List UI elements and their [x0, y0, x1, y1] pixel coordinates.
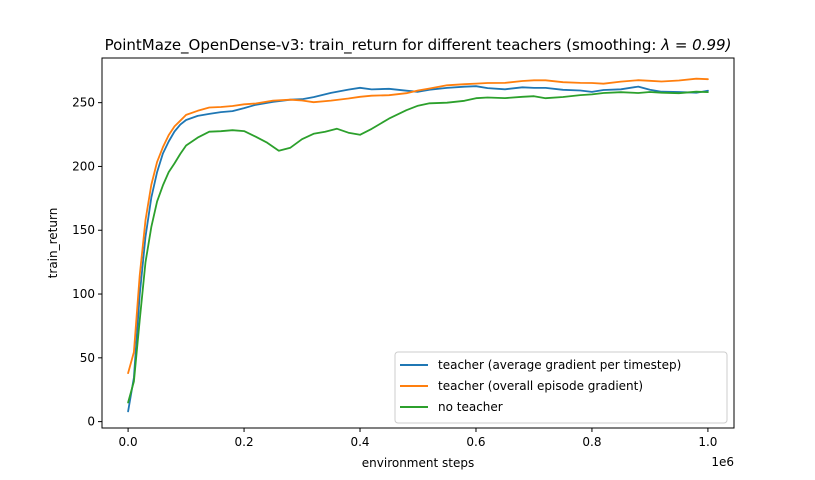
- x-tick-label: 0.8: [582, 435, 601, 449]
- legend: teacher (average gradient per timestep) t…: [394, 351, 728, 424]
- series-line: [127, 77, 709, 374]
- series-line: [127, 85, 709, 413]
- legend-items: teacher (average gradient per timestep) t…: [400, 358, 681, 414]
- series-lines: [127, 77, 709, 413]
- legend-box: [394, 351, 728, 424]
- legend-label: teacher (average gradient per timestep): [438, 358, 681, 372]
- x-tick-label: 0.4: [350, 435, 369, 449]
- legend-label: no teacher: [438, 400, 503, 414]
- legend-label: teacher (overall episode gradient): [438, 379, 643, 393]
- y-tick-label: 250: [72, 96, 95, 110]
- x-axis: 0.0 0.2 0.4 0.6 0.8 1.0: [119, 428, 717, 449]
- chart-title: PointMaze_OpenDense-v3: train_return for…: [105, 36, 732, 55]
- y-tick-label: 50: [80, 351, 95, 365]
- x-tick-label: 0.2: [235, 435, 254, 449]
- y-tick-label: 100: [72, 287, 95, 301]
- series-line: [127, 90, 709, 404]
- x-axis-multiplier: 1e6: [711, 455, 734, 469]
- x-tick-label: 0.0: [119, 435, 138, 449]
- x-tick-label: 0.6: [466, 435, 485, 449]
- y-tick-label: 200: [72, 159, 95, 173]
- chart-title-math: λ = 0.99): [660, 36, 731, 54]
- y-tick-label: 0: [87, 415, 95, 429]
- x-axis-title: environment steps: [362, 456, 474, 470]
- chart-title-text: PointMaze_OpenDense-v3: train_return for…: [105, 36, 662, 55]
- x-tick-label: 1.0: [698, 435, 717, 449]
- y-axis-title: train_return: [46, 208, 60, 279]
- axes-frame: [101, 57, 735, 429]
- y-tick-label: 150: [72, 223, 95, 237]
- y-axis: 0 50 100 150 200 250: [72, 96, 102, 429]
